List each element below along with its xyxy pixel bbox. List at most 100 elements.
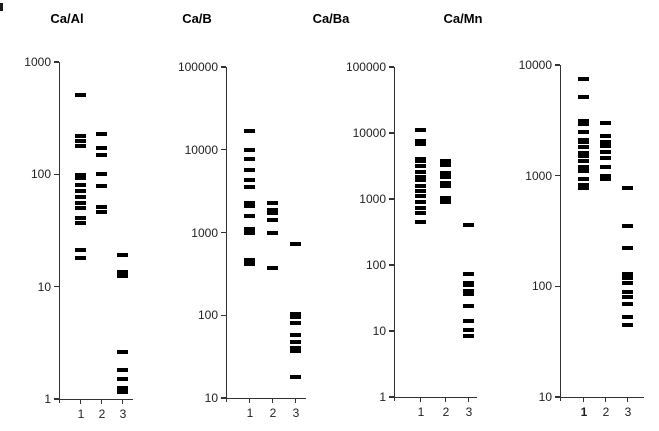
- data-point: [243, 203, 255, 208]
- data-point: [243, 157, 255, 162]
- data-point: [621, 272, 633, 277]
- x-tick-label: 3: [465, 405, 473, 419]
- data-point: [243, 200, 255, 205]
- data-point: [462, 292, 474, 297]
- x-tick-label: 2: [442, 405, 450, 419]
- x-axis: [390, 397, 477, 399]
- data-point: [599, 177, 611, 182]
- data-point: [462, 281, 474, 286]
- data-point: [243, 185, 255, 190]
- x-tick-label: 1: [417, 405, 425, 419]
- data-point: [462, 334, 474, 339]
- x-axis: [222, 398, 306, 400]
- chart-title: Ca/Al: [50, 11, 84, 26]
- x-tick-mark: [583, 397, 585, 402]
- data-point: [599, 140, 611, 145]
- data-point: [116, 270, 128, 275]
- y-tick-mark: [389, 198, 394, 200]
- data-point: [116, 253, 128, 258]
- data-point: [462, 271, 474, 276]
- data-point: [243, 227, 255, 232]
- data-point: [414, 183, 426, 188]
- data-point: [243, 261, 255, 266]
- y-tick-mark: [54, 61, 59, 63]
- data-point: [74, 172, 86, 177]
- data-point: [414, 169, 426, 174]
- data-point: [95, 152, 107, 157]
- y-tick-label: 1: [44, 392, 51, 406]
- data-point: [621, 275, 633, 280]
- data-point: [289, 314, 301, 319]
- data-point: [577, 129, 589, 134]
- x-tick-label: 1: [77, 407, 85, 421]
- data-point: [577, 169, 589, 174]
- chart-title: Ca/B: [182, 11, 212, 26]
- data-point: [74, 194, 86, 199]
- y-tick-label: 10000: [518, 58, 552, 72]
- data-point: [74, 215, 86, 220]
- y-tick-mark: [221, 231, 226, 234]
- data-point: [414, 139, 426, 144]
- data-point: [621, 302, 633, 307]
- chart-title: Ca/Ba: [312, 11, 350, 26]
- data-point: [439, 159, 451, 164]
- y-tick-label: 10: [538, 390, 552, 404]
- data-point: [599, 144, 611, 149]
- data-point: [577, 138, 589, 142]
- data-point: [439, 200, 451, 205]
- x-axis: [556, 397, 644, 399]
- x-tick-label: 2: [602, 405, 610, 419]
- y-tick-label: 100000: [345, 60, 386, 74]
- data-point: [462, 327, 474, 332]
- data-point: [577, 177, 589, 182]
- data-point: [74, 206, 86, 211]
- data-point: [621, 246, 633, 251]
- data-point: [116, 386, 128, 391]
- data-point: [577, 154, 589, 159]
- data-point: [289, 374, 301, 379]
- data-point: [243, 178, 255, 183]
- data-point: [414, 175, 426, 180]
- y-tick-mark: [221, 66, 226, 68]
- y-tick-mark: [389, 264, 394, 266]
- data-point: [266, 208, 278, 213]
- data-point: [439, 184, 451, 189]
- data-point: [599, 164, 611, 169]
- x-tick-mark: [445, 397, 447, 402]
- data-point: [577, 183, 589, 188]
- data-point: [289, 320, 301, 325]
- data-point: [289, 242, 301, 247]
- data-point: [95, 184, 107, 189]
- y-tick-mark: [555, 64, 560, 66]
- y-tick-label: 10: [204, 391, 218, 405]
- data-point: [243, 257, 255, 262]
- data-point: [439, 196, 451, 201]
- data-point: [289, 312, 301, 317]
- data-point: [266, 266, 278, 271]
- data-point: [74, 255, 86, 260]
- x-tick-mark: [295, 398, 297, 403]
- y-tick-label: 1: [379, 390, 386, 404]
- data-point: [439, 162, 451, 167]
- data-point: [243, 167, 255, 172]
- data-point: [116, 368, 128, 373]
- y-tick-label: 100: [197, 308, 218, 323]
- data-point: [577, 76, 589, 81]
- data-point: [95, 131, 107, 136]
- y-tick-label: 10: [37, 279, 51, 294]
- x-tick-mark: [101, 399, 103, 404]
- data-point: [414, 177, 426, 182]
- data-point: [289, 332, 301, 337]
- data-point: [74, 182, 86, 187]
- y-tick-label: 100: [531, 279, 552, 294]
- data-point: [577, 159, 589, 164]
- data-point: [414, 159, 426, 164]
- data-point: [577, 122, 589, 127]
- data-point: [599, 155, 611, 160]
- x-tick-label: 3: [624, 405, 632, 419]
- x-axis: [55, 399, 133, 401]
- data-point: [74, 138, 86, 143]
